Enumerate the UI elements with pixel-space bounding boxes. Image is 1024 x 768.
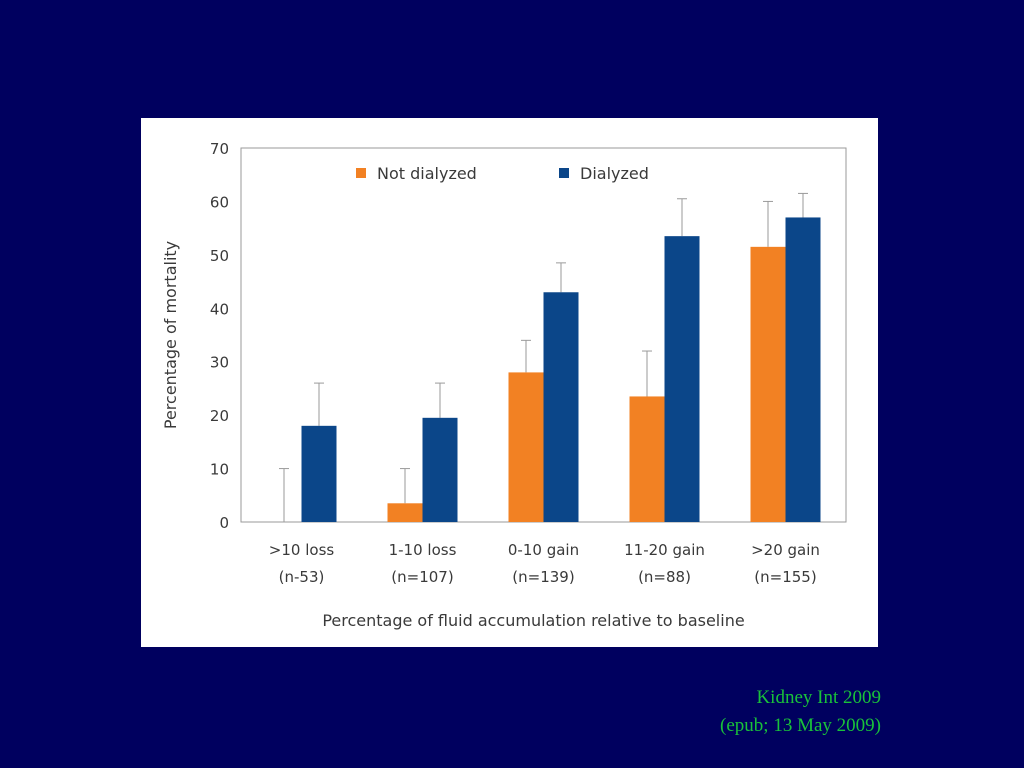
x-tick-label: (n=88) — [638, 568, 691, 586]
chart-panel: 0 10 20 30 40 50 60 70 Percentage of mortality >1… — [141, 118, 878, 647]
x-tick-label: >20 gain — [751, 541, 820, 559]
x-tick-label: (n=139) — [512, 568, 574, 586]
citation-date: (epub; 13 May 2009) — [720, 715, 881, 736]
bar-not-dialyzed — [508, 372, 544, 522]
bar-not-dialyzed — [750, 246, 786, 523]
bar-not-dialyzed — [629, 396, 665, 522]
legend-label: Not dialyzed — [377, 164, 477, 183]
x-tick-label: 1-10 loss — [389, 541, 457, 559]
bar-dialyzed — [301, 425, 337, 522]
bar-chart: 0 10 20 30 40 50 60 70 Percentage of mortality >1… — [161, 140, 847, 630]
y-tick-label: 60 — [210, 193, 229, 211]
citation-journal: Kidney Int 2009 — [756, 687, 881, 708]
x-tick-label: (n=155) — [754, 568, 816, 586]
y-tick-label: 70 — [210, 140, 229, 158]
x-tick-label: (n=107) — [391, 568, 453, 586]
x-tick-label: (n-53) — [279, 568, 325, 586]
citation: Kidney Int 2009 (epub; 13 May 2009) — [720, 684, 881, 740]
y-tick-label: 40 — [210, 300, 229, 318]
x-tick-label: 0-10 gain — [508, 541, 579, 559]
legend-label: Dialyzed — [580, 164, 649, 183]
x-axis-label: Percentage of fluid accumulation relativ… — [322, 611, 744, 630]
bar-dialyzed — [543, 292, 579, 522]
y-axis-label: Percentage of mortality — [161, 241, 180, 429]
x-tick-label: 11-20 gain — [624, 541, 705, 559]
legend-swatch — [559, 168, 569, 178]
legend-swatch — [356, 168, 366, 178]
x-tick-label: >10 loss — [269, 541, 335, 559]
bar-dialyzed — [785, 217, 821, 522]
y-tick-label: 0 — [219, 514, 229, 532]
bar-dialyzed — [422, 417, 458, 522]
bar-dialyzed — [664, 236, 700, 522]
bar-not-dialyzed — [387, 503, 423, 522]
y-tick-label: 10 — [210, 461, 229, 479]
y-tick-label: 20 — [210, 407, 229, 425]
y-tick-label: 50 — [210, 247, 229, 265]
y-tick-label: 30 — [210, 354, 229, 372]
